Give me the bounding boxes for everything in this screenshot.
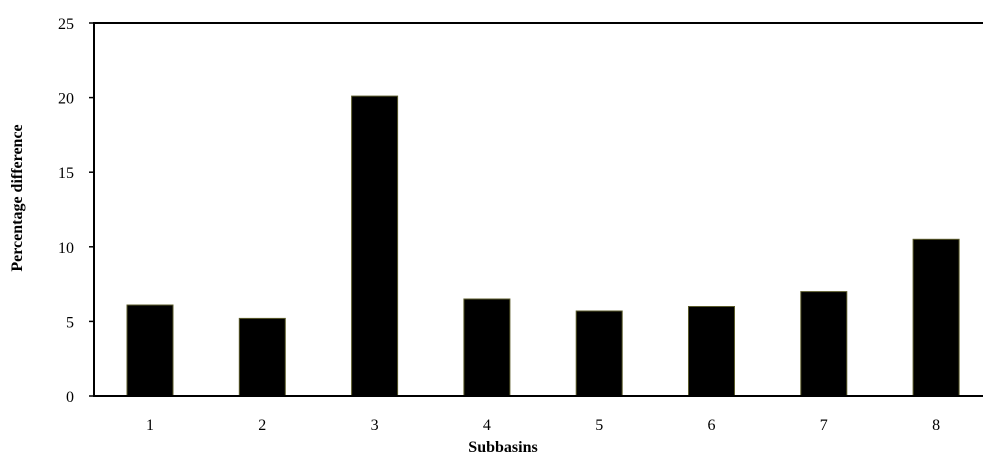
bar-4 [463,298,511,397]
y-tick-label: 5 [66,314,74,331]
y-tick-label: 25 [58,16,74,33]
bar-1 [126,304,174,397]
bar-5 [575,310,623,397]
y-tick-label: 0 [66,389,74,406]
x-axis-title: Subbasins [468,439,537,455]
bar-3 [351,95,399,397]
bars-layer [126,95,960,397]
x-tick-label: 5 [595,417,603,434]
y-tick-label: 15 [58,165,74,182]
x-tick-label: 2 [258,417,266,434]
y-axis: 0 5 10 15 20 25 [58,16,94,406]
bar-2 [238,317,286,397]
bar-6 [688,306,735,397]
x-tick-label: 7 [820,417,828,434]
x-tick-label: 3 [371,417,379,434]
y-axis-title: Percentage difference [9,124,26,271]
x-tick-label: 8 [932,417,940,434]
x-tick-label: 1 [146,417,154,434]
x-tick-label: 4 [483,417,491,434]
y-tick-label: 20 [58,91,74,108]
bar-7 [800,291,848,397]
x-axis: 1 2 3 4 5 6 7 8 [146,417,940,434]
bar-8 [912,238,960,397]
plot-frame [93,22,983,397]
x-tick-label: 6 [708,417,716,434]
y-tick-label: 10 [58,240,74,257]
